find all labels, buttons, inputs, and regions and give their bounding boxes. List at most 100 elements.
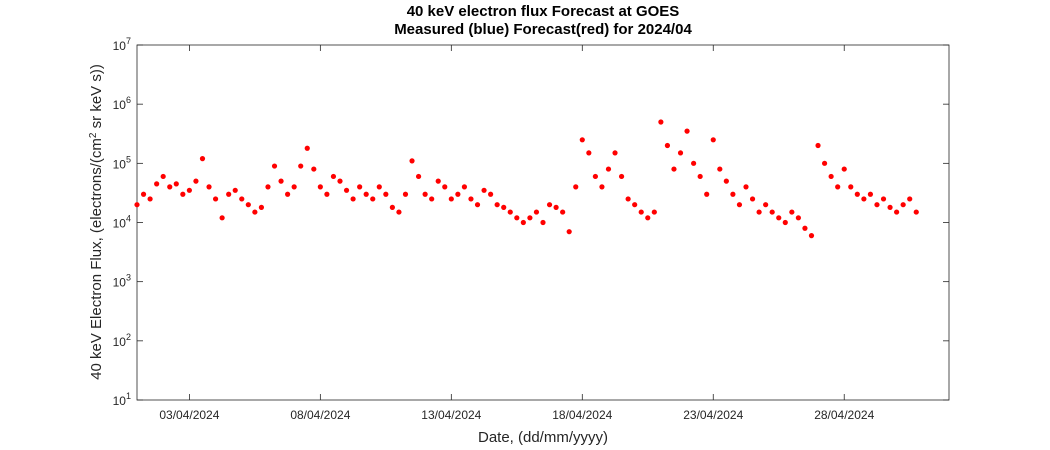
data-point bbox=[867, 191, 874, 197]
data-point bbox=[448, 196, 454, 202]
y-tick-label: 102 bbox=[113, 332, 131, 349]
data-point bbox=[278, 178, 284, 184]
data-point bbox=[212, 196, 219, 202]
x-axis-label: Date, (dd/mm/yyyy) bbox=[478, 429, 608, 446]
y-tick-label: 105 bbox=[113, 154, 131, 171]
data-point bbox=[821, 160, 828, 166]
data-point bbox=[396, 209, 402, 215]
data-point bbox=[350, 196, 356, 202]
data-point bbox=[671, 166, 677, 172]
data-point bbox=[324, 191, 330, 197]
data-point bbox=[808, 233, 815, 239]
data-point bbox=[769, 209, 775, 215]
data-point bbox=[697, 173, 703, 180]
data-point bbox=[723, 178, 729, 184]
data-point bbox=[435, 178, 441, 184]
data-point bbox=[252, 209, 258, 215]
x-tick-label: 13/04/2024 bbox=[421, 408, 481, 422]
data-point bbox=[540, 219, 546, 226]
data-point bbox=[370, 196, 376, 202]
data-point bbox=[776, 215, 782, 221]
data-point bbox=[638, 209, 644, 215]
data-point bbox=[717, 166, 723, 172]
data-point bbox=[167, 184, 173, 190]
data-point bbox=[330, 173, 337, 180]
data-point bbox=[291, 184, 297, 190]
data-point bbox=[841, 166, 847, 172]
y-tick-exponent: 7 bbox=[126, 36, 131, 46]
data-point bbox=[501, 204, 507, 210]
y-tick-label: 106 bbox=[113, 95, 131, 112]
y-tick-base: 10 bbox=[113, 394, 127, 408]
x-tick-label: 18/04/2024 bbox=[552, 408, 612, 422]
data-point bbox=[605, 166, 612, 172]
data-point bbox=[409, 158, 415, 164]
data-point bbox=[592, 173, 598, 180]
data-point bbox=[658, 119, 664, 125]
data-point bbox=[258, 204, 265, 210]
data-point bbox=[239, 196, 245, 202]
x-axis-ticks: 03/04/2024 08/04/2024 13/04/2024 18/04/2024… bbox=[159, 45, 875, 422]
data-point bbox=[134, 202, 140, 208]
y-axis-label-tail: sr keV s)) bbox=[88, 64, 105, 132]
y-tick-exponent: 1 bbox=[126, 391, 131, 401]
data-point bbox=[828, 173, 834, 180]
data-point bbox=[533, 209, 540, 215]
data-point bbox=[710, 137, 716, 143]
data-point bbox=[913, 209, 919, 215]
y-tick-exponent: 5 bbox=[126, 154, 131, 164]
data-point bbox=[566, 229, 572, 235]
data-point bbox=[835, 184, 841, 190]
data-point bbox=[763, 202, 769, 208]
y-tick-base: 10 bbox=[113, 39, 127, 53]
data-point bbox=[383, 191, 389, 197]
data-point bbox=[298, 163, 304, 169]
x-tick-label: 03/04/2024 bbox=[159, 408, 219, 422]
data-point bbox=[861, 196, 867, 202]
chart-subtitle: Measured (blue) Forecast(red) for 2024/0… bbox=[394, 21, 692, 38]
data-point bbox=[880, 196, 887, 202]
data-point bbox=[874, 202, 880, 208]
y-tick-base: 10 bbox=[113, 98, 127, 112]
data-point bbox=[219, 215, 225, 221]
data-point bbox=[599, 184, 605, 190]
data-point bbox=[199, 156, 206, 162]
data-point bbox=[488, 191, 494, 197]
data-point bbox=[147, 196, 153, 202]
y-tick-base: 10 bbox=[113, 157, 127, 171]
y-tick-exponent: 6 bbox=[126, 95, 131, 105]
x-tick-label: 23/04/2024 bbox=[683, 408, 743, 422]
data-point bbox=[618, 173, 625, 180]
y-axis-label-main: 40 keV Electron Flux, (electrons/(cm bbox=[88, 138, 105, 380]
data-point bbox=[645, 215, 651, 221]
x-tick-label: 08/04/2024 bbox=[290, 408, 350, 422]
data-point bbox=[455, 191, 461, 197]
y-tick-exponent: 4 bbox=[126, 214, 131, 224]
data-point bbox=[520, 219, 526, 226]
data-point bbox=[612, 150, 618, 156]
data-point bbox=[546, 202, 553, 208]
data-point bbox=[461, 184, 468, 190]
data-point bbox=[815, 142, 821, 149]
y-tick-exponent: 3 bbox=[126, 273, 131, 283]
data-point bbox=[422, 191, 428, 197]
y-tick-label: 107 bbox=[113, 36, 131, 53]
y-axis-label-sup: 2 bbox=[88, 132, 99, 138]
data-point bbox=[632, 202, 638, 208]
data-point bbox=[193, 178, 199, 184]
data-point bbox=[271, 163, 278, 169]
data-point bbox=[743, 184, 749, 190]
data-point bbox=[684, 128, 690, 134]
data-point bbox=[468, 196, 474, 202]
data-point bbox=[265, 184, 271, 190]
data-point bbox=[232, 187, 238, 193]
data-point bbox=[795, 215, 801, 221]
data-point bbox=[514, 215, 520, 221]
y-tick-label: 103 bbox=[113, 273, 131, 290]
data-point bbox=[206, 184, 212, 190]
data-point bbox=[894, 209, 900, 215]
data-point bbox=[907, 196, 913, 202]
y-tick-base: 10 bbox=[113, 217, 127, 231]
